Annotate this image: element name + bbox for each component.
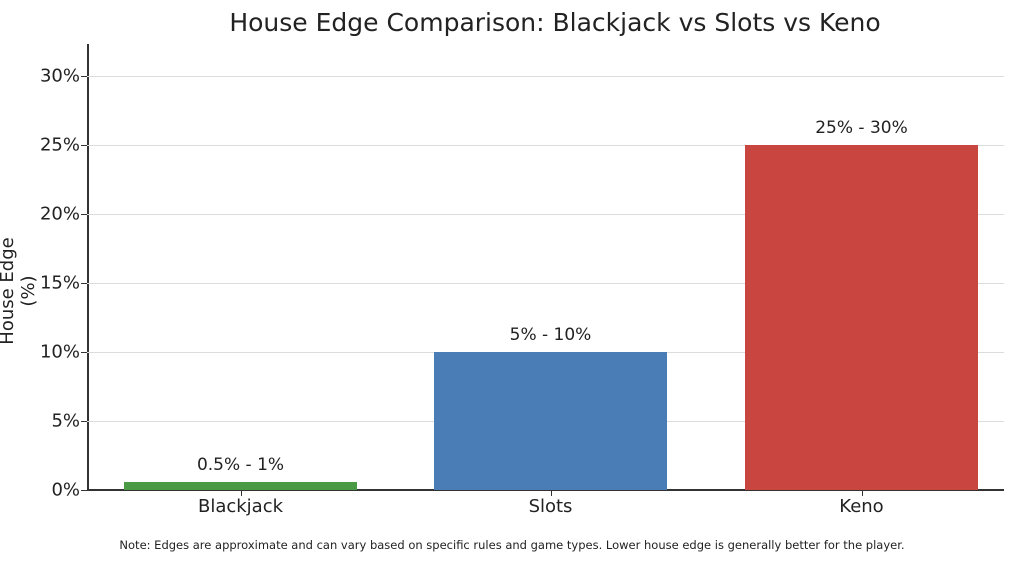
y-tick <box>81 490 87 491</box>
gridline <box>87 283 1004 284</box>
y-tick <box>81 352 87 353</box>
bar-value-label: 0.5% - 1% <box>196 454 285 475</box>
bar-slots <box>434 352 667 490</box>
x-tick-label: Keno <box>839 496 884 517</box>
x-tick <box>861 490 863 496</box>
y-tick-label: 0% <box>51 479 80 501</box>
chart-title: House Edge Comparison: Blackjack vs Slot… <box>229 8 881 37</box>
gridline <box>87 76 1004 77</box>
y-tick <box>81 283 87 284</box>
footnote: Note: Edges are approximate and can vary… <box>119 538 905 552</box>
x-tick <box>550 490 552 496</box>
y-tick-label: 25% <box>39 134 80 156</box>
gridline <box>87 145 1004 146</box>
y-tick-label: 20% <box>39 203 80 225</box>
x-axis-line <box>87 489 1004 491</box>
y-tick <box>81 76 87 77</box>
x-tick-label: Slots <box>528 496 573 517</box>
x-tick <box>240 490 242 496</box>
bar-keno <box>745 145 978 490</box>
bar-value-label: 25% - 30% <box>815 118 908 138</box>
y-tick-label: 30% <box>39 65 80 87</box>
y-tick-label: 10% <box>39 341 80 363</box>
y-axis-line <box>87 44 89 491</box>
plot-area: 0% 5% 10% 15% 20% 25% 30% 0.5% - 1% Blackjack 5% … <box>40 44 1004 517</box>
y-tick <box>81 145 87 146</box>
bar-blackjack <box>124 481 357 490</box>
x-tick-label: Blackjack <box>197 496 284 517</box>
bar-value-label: 5% - 10% <box>509 325 592 345</box>
y-tick-label: 5% <box>51 410 80 432</box>
y-tick-label: 15% <box>39 272 80 294</box>
y-tick <box>81 421 87 422</box>
y-tick <box>81 214 87 215</box>
gridline <box>87 214 1004 215</box>
